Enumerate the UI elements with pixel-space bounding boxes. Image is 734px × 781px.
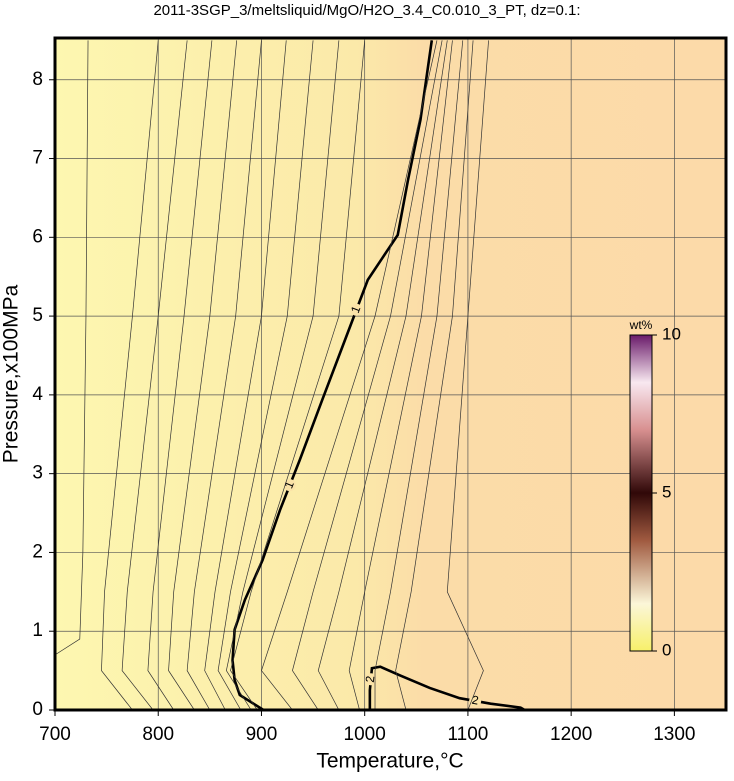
x-tick-label: 900 xyxy=(246,724,278,745)
y-tick-label: 0 xyxy=(32,699,43,720)
y-tick-label: 7 xyxy=(32,148,43,169)
label-gap xyxy=(283,479,296,492)
y-tick-label: 1 xyxy=(32,620,43,641)
y-tick-label: 6 xyxy=(32,226,43,247)
label-gap xyxy=(350,303,363,316)
x-tick-label: 700 xyxy=(39,724,71,745)
contour-label: 1 xyxy=(281,479,297,491)
x-tick-label: 1200 xyxy=(550,724,592,745)
contour-line xyxy=(374,40,464,710)
contour-line xyxy=(292,40,443,710)
contour-line xyxy=(348,40,453,710)
contour-line xyxy=(395,40,474,710)
x-axis-title: Temperature,°C xyxy=(316,750,463,773)
x-tick-label: 800 xyxy=(142,724,174,745)
y-tick-label: 2 xyxy=(32,541,43,562)
plot-area: 1 1 2 2 xyxy=(55,38,726,710)
contour-line xyxy=(101,40,159,710)
y-tick-label: 4 xyxy=(32,384,43,405)
label-gap xyxy=(364,673,377,686)
y-tick-label: 5 xyxy=(32,305,43,326)
colorbar xyxy=(629,334,653,652)
label-gap xyxy=(469,694,482,707)
contour-line xyxy=(230,40,366,710)
colorbar-tick-label: 0 xyxy=(662,640,671,659)
contour-line xyxy=(261,40,438,710)
colorbar-tick-label: 5 xyxy=(662,482,671,501)
contour-line xyxy=(168,40,238,710)
contour-line xyxy=(217,40,314,710)
colorbar-label: wt% xyxy=(629,318,653,332)
contour-line xyxy=(317,40,448,710)
contour-line xyxy=(55,40,89,656)
contour-label: 1 xyxy=(348,304,364,316)
contour-line xyxy=(225,40,340,710)
frame xyxy=(53,36,728,712)
x-tick-label: 1100 xyxy=(447,724,488,745)
x-tick-label: 1000 xyxy=(344,724,386,745)
y-tick-label: 3 xyxy=(32,463,43,484)
y-axis-title: Pressure,x100MPa xyxy=(0,284,23,463)
contour-line xyxy=(147,40,213,710)
y-tick-label: 8 xyxy=(32,69,43,90)
contour-line xyxy=(446,40,489,710)
plot-background xyxy=(55,38,726,710)
contour-line xyxy=(121,40,188,710)
contour-label: 2 xyxy=(363,675,378,683)
colorbar-tick-label: 10 xyxy=(662,324,681,343)
contour-line xyxy=(186,40,262,710)
chart-title: 2011-3SGP_3/meltsliquid/MgO/H2O_3.4_C0.0… xyxy=(153,2,580,19)
contour-label: 2 xyxy=(471,693,480,708)
x-tick-label: 1300 xyxy=(653,724,695,745)
contour-line xyxy=(204,40,287,710)
